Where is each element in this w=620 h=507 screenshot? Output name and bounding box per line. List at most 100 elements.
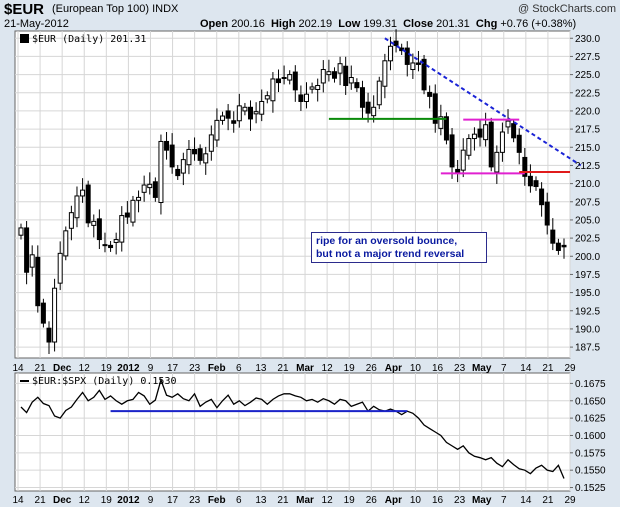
candle-body [298,94,304,102]
x-tick-label-main: Mar [296,363,314,374]
candle-body [287,74,293,81]
candle-body [192,148,198,155]
candle-body [483,124,489,141]
candle-body [214,119,220,141]
chg-value: +0.76 (+0.38%) [500,18,577,30]
candle-body [309,86,315,90]
y-tick-label-main: 230.0 [575,34,600,45]
x-tick-label-main: Apr [385,363,402,374]
legend-main: $EUR (Daily) 201.31 [32,34,146,45]
candle-body [410,62,416,71]
x-tick-label-main: 14 [12,363,24,374]
main-x-axis: 14 21 Dec 12 19 2012 9 17 23 Feb 6 13 21 Mar 12 19 26 Apr… [12,363,576,374]
brand-label[interactable]: @ StockCharts.com [518,3,616,15]
candle-body [494,151,500,173]
x-tick-label-main: 12 [322,363,334,374]
x-tick-label-main: 21 [542,363,554,374]
candle-body [164,140,170,151]
x-tick-label-ratio: 23 [454,495,466,506]
x-tick-label-ratio: 9 [148,495,154,506]
candle-body [242,106,248,112]
candle-body [63,230,69,257]
candle-body [354,82,360,89]
annotation-box: ripe for an oversold bounce, but not a m… [311,232,487,263]
x-tick-label-main: 9 [148,363,154,374]
y-tick-label-main: 217.5 [575,125,600,136]
candle-body [35,256,41,307]
x-tick-label-ratio: 12 [79,495,91,506]
candle-body [85,184,91,224]
x-tick-label-ratio: May [472,495,492,506]
candle-body [516,134,522,153]
candle-body [415,62,421,65]
candle-body [343,65,349,86]
y-tick-label-main: 220.0 [575,106,600,117]
x-tick-label-ratio: 19 [101,495,113,506]
x-tick-label-ratio: 14 [12,495,24,506]
trendline [384,37,582,167]
open-value: 200.16 [231,18,265,30]
candle-body [511,123,517,139]
candlesticks [18,29,567,355]
candle-body [253,111,259,115]
x-tick-label-main: 7 [501,363,507,374]
x-tick-label-ratio: 19 [344,495,356,506]
index-name: (European Top 100) INDX [52,3,178,15]
close-value: 201.31 [436,18,470,30]
candle-body [119,215,125,243]
candle-body [46,327,52,343]
low-value: 199.31 [363,18,397,30]
candle-body [124,212,130,218]
candle-body [225,110,231,119]
candle-body [387,45,393,62]
x-tick-label-main: 16 [432,363,444,374]
x-tick-label-main: May [472,363,492,374]
y-tick-label-main: 215.0 [575,143,600,154]
candle-body [438,116,444,129]
x-tick-label-ratio: 16 [432,495,444,506]
candle-body [303,93,309,102]
candle-body [220,115,226,121]
y-tick-label-main: 195.0 [575,288,600,299]
candle-body [539,188,545,206]
candle-body [169,144,175,168]
candle-body [29,254,35,268]
candle-body [203,153,209,164]
open-label: Open [200,18,229,30]
legend-ratio: $EUR:$SPX (Daily) 0.1530 [32,376,177,387]
candle-body [471,133,477,140]
y-tick-label-ratio: 0.1525 [575,483,606,494]
x-tick-label-ratio: 12 [322,495,334,506]
annotation-line-1: ripe for an oversold bounce, [316,235,458,247]
candle-body [488,121,494,168]
y-tick-label-ratio: 0.1600 [575,431,606,442]
x-tick-label-main: Feb [208,363,226,374]
y-tick-label-ratio: 0.1675 [575,379,606,390]
index-name-text: (European Top 100) [52,3,150,15]
x-tick-label-main: 14 [520,363,532,374]
candle-body [158,140,164,203]
trendlines [328,37,582,175]
y-tick-label-main: 197.5 [575,270,600,281]
x-tick-label-ratio: 2012 [117,495,140,506]
candle-body [147,183,153,189]
x-tick-label-main: 12 [79,363,91,374]
candle-body [80,189,86,197]
candle-body [443,116,449,141]
candle-body [175,168,181,177]
x-tick-label-ratio: 17 [167,495,179,506]
x-tick-label-ratio: 21 [277,495,289,506]
x-tick-label-ratio: 23 [189,495,201,506]
candle-body [108,244,114,249]
candle-body [259,100,265,115]
y-tick-label-ratio: 0.1650 [575,396,606,407]
candle-body [292,71,298,91]
high-label: High [270,18,296,30]
candle-body [544,201,550,226]
ohlc-readout: Open 200.16 High 202.19 Low 199.31 Close… [200,18,576,30]
candle-body [96,218,102,241]
x-tick-label-ratio: Mar [296,495,314,506]
exchange-label: INDX [152,3,179,15]
candle-body [348,77,354,84]
x-tick-label-ratio: 7 [501,495,507,506]
